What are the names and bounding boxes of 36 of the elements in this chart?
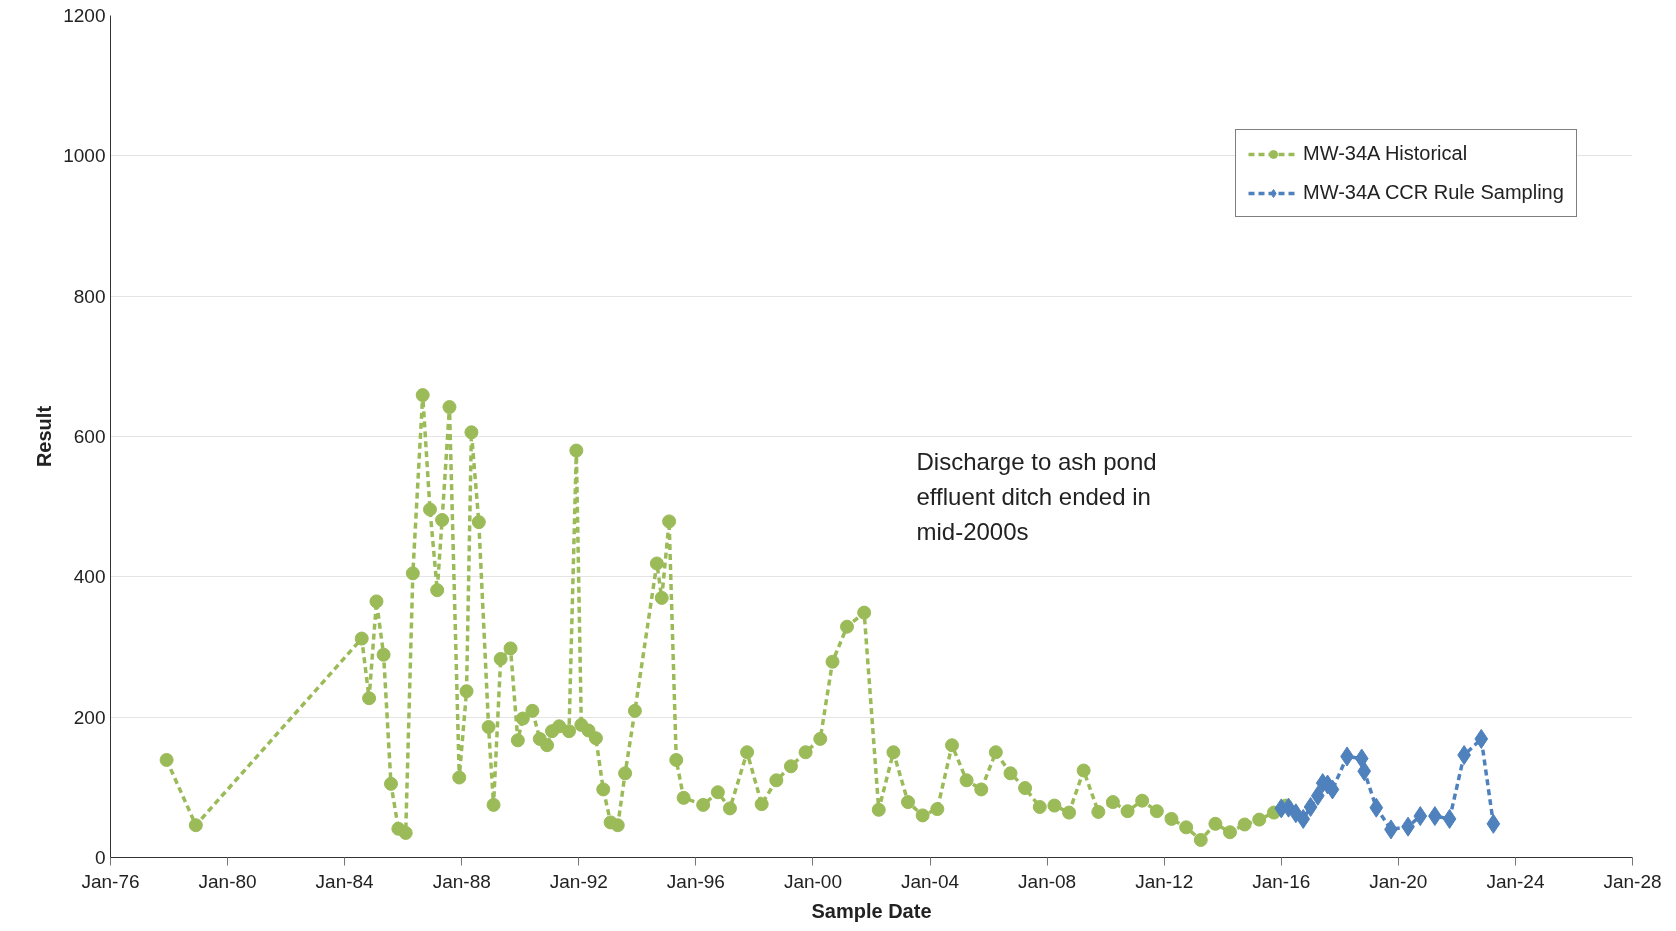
point [1296,808,1311,829]
point [1303,796,1318,817]
y-tick-label: 400 [73,566,106,588]
x-tick-label: Jan-00 [783,870,843,892]
point [1442,808,1457,829]
y-axis-title: Result [33,405,56,468]
point [1369,797,1384,818]
y-tick-label: 1000 [63,145,106,167]
point [1310,785,1325,806]
x-tick-label: Jan-12 [1135,870,1194,892]
y-tick-label: 1200 [63,5,106,26]
x-tick-label: Jan-80 [198,870,257,892]
y-tick-label: 200 [73,706,106,728]
x-tick-label: Jan-24 [1486,870,1545,892]
point [1325,779,1340,800]
x-tick-label: Jan-16 [1252,870,1311,892]
x-tick-label: Jan-84 [315,870,375,892]
x-tick-label: Jan-04 [900,870,960,892]
x-tick-label: Jan-28 [1603,870,1662,892]
x-tick-label: Jan-88 [432,870,491,892]
annotation: Discharge to ash pond effluent ditch ended in mid-2000s [916,447,1157,545]
y-tick-label: 600 [73,426,106,447]
y-tick-label: 0 [94,847,106,868]
x-tick-label: Jan-08 [1018,870,1077,892]
x-tick-label: Jan-96 [666,870,725,892]
point [1474,728,1489,749]
point [1413,806,1428,827]
legend-label: MW-34A Historical [1303,142,1468,165]
legend-label: MW-34A CCR Rule Sampling [1303,181,1564,204]
point [1486,813,1501,834]
x-axis-title: Sample Date [811,899,932,922]
point [1357,761,1372,782]
x-tick-label: Jan-20 [1369,870,1428,892]
x-tick-label: Jan-92 [549,870,608,892]
x-tick-label: Jan-76 [81,870,140,892]
y-tick-label: 800 [73,285,106,307]
